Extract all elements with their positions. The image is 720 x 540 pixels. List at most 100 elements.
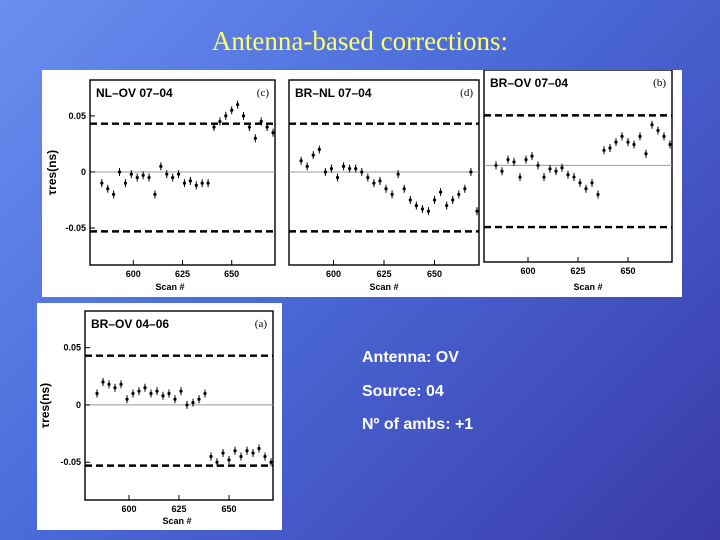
- data-point-5: [129, 172, 133, 176]
- x-axis-label: Scan #: [573, 282, 602, 292]
- data-point-25: [245, 449, 249, 453]
- chart-br-ov-a: 600 625 650 0.05 0 -0.05 Scan # τres(ns) BR–OV 0…: [38, 310, 274, 526]
- data-point-12: [372, 181, 376, 185]
- data-point-23: [236, 103, 240, 107]
- data-point-27: [257, 446, 261, 451]
- x-tick-label-1: 625: [376, 269, 391, 279]
- data-point-16: [590, 181, 594, 185]
- data-point-5: [524, 158, 528, 162]
- data-point-10: [360, 170, 364, 174]
- data-point-12: [167, 391, 171, 396]
- chart-title: BR–OV 07–04: [490, 76, 568, 90]
- data-point-25: [644, 152, 648, 156]
- data-point-9: [548, 167, 552, 171]
- data-point-16: [191, 401, 195, 405]
- data-point-26: [650, 123, 654, 127]
- data-point-20: [215, 460, 219, 464]
- data-point-1: [500, 169, 504, 173]
- chart-title: BR–NL 07–04: [295, 86, 372, 100]
- data-point-2: [506, 158, 510, 162]
- plot-frame: [84, 310, 274, 501]
- chart-br-ov-b: 600 625 650 Scan # BR–OV 07–04 (b): [483, 70, 673, 292]
- data-point-7: [536, 163, 540, 168]
- data-point-19: [608, 146, 612, 150]
- y-tick-label-1: 0: [76, 400, 81, 410]
- data-point-9: [149, 391, 153, 396]
- data-point-8: [348, 166, 352, 171]
- data-point-1: [106, 187, 110, 191]
- data-point-23: [632, 142, 636, 147]
- data-point-29: [269, 460, 273, 464]
- data-point-10: [159, 164, 163, 168]
- x-axis-label: Scan #: [162, 516, 191, 526]
- data-point-21: [426, 209, 431, 213]
- data-point-6: [530, 154, 534, 158]
- x-tick-label-1: 625: [171, 504, 186, 514]
- data-point-3: [113, 386, 117, 390]
- x-axis-label: Scan #: [155, 282, 184, 292]
- data-point-15: [390, 192, 394, 196]
- slide-title: Antenna-based corrections:: [211, 26, 509, 56]
- data-point-18: [203, 391, 207, 396]
- data-point-2: [112, 192, 116, 196]
- data-point-19: [414, 203, 418, 208]
- data-point-8: [147, 175, 151, 180]
- data-point-24: [638, 134, 642, 138]
- x-tick-label-0: 600: [121, 504, 136, 514]
- data-point-11: [560, 166, 564, 170]
- panel-tag: (d): [460, 87, 473, 99]
- chart-br-nl: 600 625 650 Scan # BR–NL 07–04 (d): [288, 79, 480, 292]
- data-point-26: [253, 136, 257, 140]
- data-point-19: [212, 125, 216, 129]
- data-point-1: [305, 164, 309, 168]
- x-tick-label-0: 600: [520, 266, 535, 276]
- data-point-4: [518, 175, 522, 179]
- data-point-0: [100, 181, 104, 185]
- data-point-10: [554, 169, 558, 173]
- chart-title: NL–OV 07–04: [96, 86, 173, 100]
- data-point-5: [125, 397, 129, 401]
- y-axis-label: τres(ns): [38, 383, 52, 428]
- data-point-3: [117, 170, 122, 174]
- data-point-15: [185, 403, 189, 407]
- x-tick-label-2: 650: [221, 504, 236, 514]
- data-point-16: [396, 172, 400, 176]
- data-point-4: [323, 170, 327, 174]
- x-tick-label-2: 650: [224, 269, 239, 279]
- chart-title: BR–OV 04–06: [91, 317, 169, 331]
- data-point-15: [584, 187, 588, 191]
- panel-tag: (c): [257, 87, 270, 99]
- data-point-22: [626, 140, 630, 144]
- data-point-24: [241, 114, 246, 118]
- bottom-figure-panel: 600 625 650 0.05 0 -0.05 Scan # τres(ns) BR–OV 0…: [37, 303, 282, 530]
- data-point-22: [432, 198, 437, 202]
- data-point-3: [512, 160, 516, 164]
- data-point-16: [194, 183, 198, 187]
- x-tick-label-0: 600: [126, 269, 141, 279]
- info-source: Source: 04: [362, 383, 444, 400]
- y-tick-label-1: 0: [81, 167, 86, 177]
- data-point-19: [209, 454, 213, 459]
- x-tick-label-1: 625: [570, 266, 585, 276]
- data-point-8: [143, 386, 147, 390]
- data-point-7: [137, 389, 141, 393]
- x-tick-label-2: 650: [620, 266, 635, 276]
- data-point-18: [408, 198, 412, 202]
- data-point-28: [265, 125, 269, 129]
- data-point-2: [311, 153, 315, 157]
- data-point-13: [173, 397, 177, 401]
- data-point-14: [578, 181, 582, 185]
- data-point-29: [271, 131, 275, 135]
- x-tick-label-2: 650: [427, 269, 442, 279]
- data-point-7: [141, 173, 145, 177]
- data-point-3: [317, 147, 321, 152]
- plot-frame: [288, 79, 480, 266]
- x-axis-label: Scan #: [369, 282, 398, 292]
- data-point-21: [620, 134, 624, 138]
- data-point-27: [259, 119, 263, 124]
- data-point-22: [230, 108, 234, 112]
- data-point-4: [123, 181, 128, 185]
- data-point-11: [161, 394, 165, 398]
- data-point-24: [239, 454, 243, 459]
- data-point-4: [119, 382, 123, 386]
